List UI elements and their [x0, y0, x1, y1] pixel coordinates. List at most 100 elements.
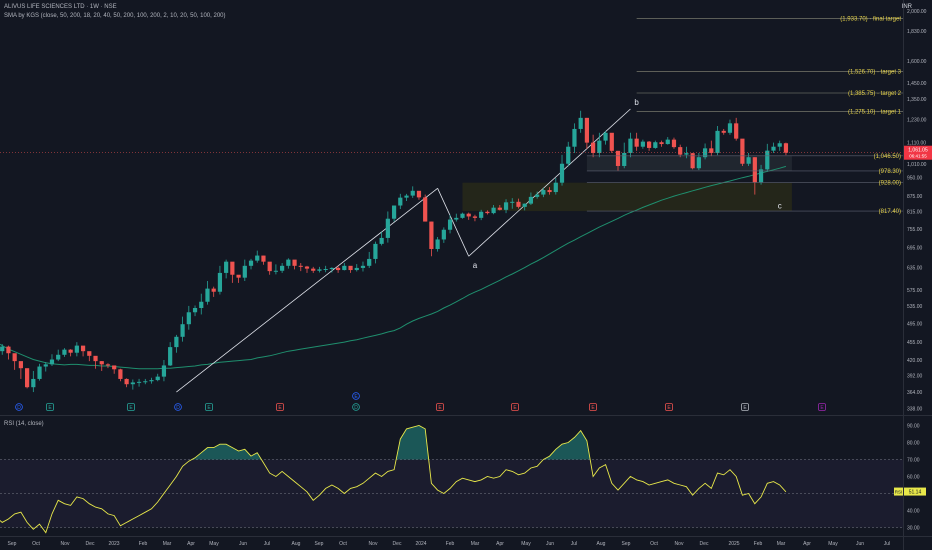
- event-marker-label: E: [591, 405, 595, 411]
- event-earnings-icon: [436, 403, 444, 411]
- time-tick-label: Nov: [369, 541, 378, 547]
- price-tick-label: 455.00: [907, 340, 923, 346]
- candle-body: [192, 308, 198, 313]
- time-tick-label: May: [209, 541, 219, 547]
- candle-body: [423, 197, 428, 222]
- candle-body: [678, 147, 683, 155]
- event-marker-label: E: [820, 405, 824, 411]
- rsi-label[interactable]: RSI (14, close): [4, 421, 44, 427]
- candle-body: [74, 345, 79, 353]
- level-label: (1,275.10) · target 1: [848, 110, 902, 116]
- rsi-tick-label: 60.00: [907, 475, 920, 481]
- symbol-title[interactable]: ALIVUS LIFE SCIENCES LTD · 1W · NSE: [4, 4, 117, 10]
- candle-body: [541, 190, 546, 195]
- candle-body: [12, 353, 17, 362]
- time-tick-label: Feb: [446, 541, 455, 547]
- time-tick-label: Nov: [61, 541, 70, 547]
- candle-body: [37, 366, 42, 379]
- candle-body: [336, 267, 341, 271]
- candle-body: [360, 265, 366, 268]
- candle-body: [180, 324, 185, 337]
- candle-body: [404, 195, 409, 198]
- sma-layer: [0, 165, 787, 370]
- event-markers[interactable]: D E E D E E D E E E E E EE: [15, 392, 826, 412]
- candle-body: [304, 266, 310, 269]
- candle-body: [224, 261, 229, 273]
- candle-body: [665, 139, 670, 145]
- candle-body: [485, 211, 490, 214]
- indicator-label[interactable]: SMA by KGS (close, 50, 200, 18, 20, 40, …: [4, 13, 226, 19]
- current-price-value: 1,061.05: [908, 148, 928, 154]
- candle-body: [410, 190, 415, 196]
- price-tick-label: 1,110.00: [907, 141, 926, 147]
- candle-body: [684, 153, 689, 155]
- event-earnings-icon: [127, 403, 135, 411]
- candle-body: [130, 382, 135, 385]
- candle-body: [435, 239, 440, 249]
- price-tick-label: 364.00: [907, 390, 923, 396]
- candles-layer[interactable]: [0, 110, 789, 393]
- candle-body: [342, 265, 347, 271]
- time-axis[interactable]: Sep Oct Nov Dec 2023 Feb Mar Apr May Jun Jul Aug Sep…: [8, 541, 891, 547]
- price-tick-label: 420.00: [907, 358, 923, 364]
- candle-body: [491, 207, 496, 214]
- candle-body: [348, 265, 353, 271]
- level-label: (1,933.70) · final target: [840, 16, 901, 22]
- time-tick-label: Apr: [803, 541, 811, 547]
- time-tick-label: Jul: [571, 541, 577, 547]
- event-marker-label: E: [743, 405, 747, 411]
- candle-body: [553, 182, 558, 193]
- candle-body: [727, 123, 733, 133]
- candle-body: [659, 142, 664, 145]
- candle-body: [416, 190, 422, 198]
- candle-body: [771, 146, 776, 151]
- candle-body: [56, 354, 61, 360]
- time-tick-label: Apr: [496, 541, 504, 547]
- time-tick-label: Mar: [163, 541, 172, 547]
- candle-body: [267, 261, 272, 272]
- candle-body: [777, 143, 782, 147]
- candle-body: [758, 169, 764, 183]
- event-earnings-icon: [818, 403, 826, 411]
- candle-body: [261, 255, 266, 262]
- candle-body: [255, 255, 260, 261]
- rsi-tick-label: 70.00: [907, 458, 920, 464]
- time-tick-label: Sep: [622, 541, 631, 547]
- level-lines: (1,933.70) · final target (1,526.70) · ta…: [0, 16, 903, 215]
- candle-body: [161, 365, 167, 377]
- candle-body: [640, 141, 645, 147]
- rsi-tick-label: 40.00: [907, 509, 920, 515]
- candle-body: [622, 152, 627, 166]
- event-earnings-icon: [276, 403, 284, 411]
- price-axis[interactable]: 2,000.00 1,830.00 1,600.00 1,450.00 1,350.00…: [907, 9, 927, 532]
- wave-line-down: [437, 188, 470, 257]
- candle-body: [653, 142, 658, 148]
- candle-body: [311, 268, 316, 271]
- candle-body: [391, 205, 397, 219]
- candle-body: [510, 201, 515, 203]
- candle-body: [516, 201, 521, 207]
- candle-body: [783, 143, 789, 153]
- candle-body: [528, 196, 534, 204]
- candle-body: [292, 259, 297, 266]
- price-tick-label: 1,830.00: [907, 29, 927, 35]
- candle-body: [149, 380, 154, 382]
- candle-body: [174, 336, 179, 348]
- candle-body: [62, 349, 67, 355]
- candle-body: [280, 265, 285, 271]
- rsi-name-badge: [894, 487, 903, 496]
- time-tick-label: Jun: [546, 541, 554, 547]
- candle-body: [31, 378, 36, 388]
- event-marker-label: E: [278, 405, 282, 411]
- rsi-pane[interactable]: [0, 425, 903, 534]
- price-tick-label: 875.00: [907, 194, 923, 200]
- time-tick-label: Oct: [339, 541, 347, 547]
- rsi-name-badge-label: RSI: [895, 490, 903, 495]
- candle-body: [217, 272, 223, 292]
- event-dividend-icon: [174, 403, 182, 411]
- wave-label-a: a: [473, 261, 478, 270]
- candle-body: [286, 259, 291, 266]
